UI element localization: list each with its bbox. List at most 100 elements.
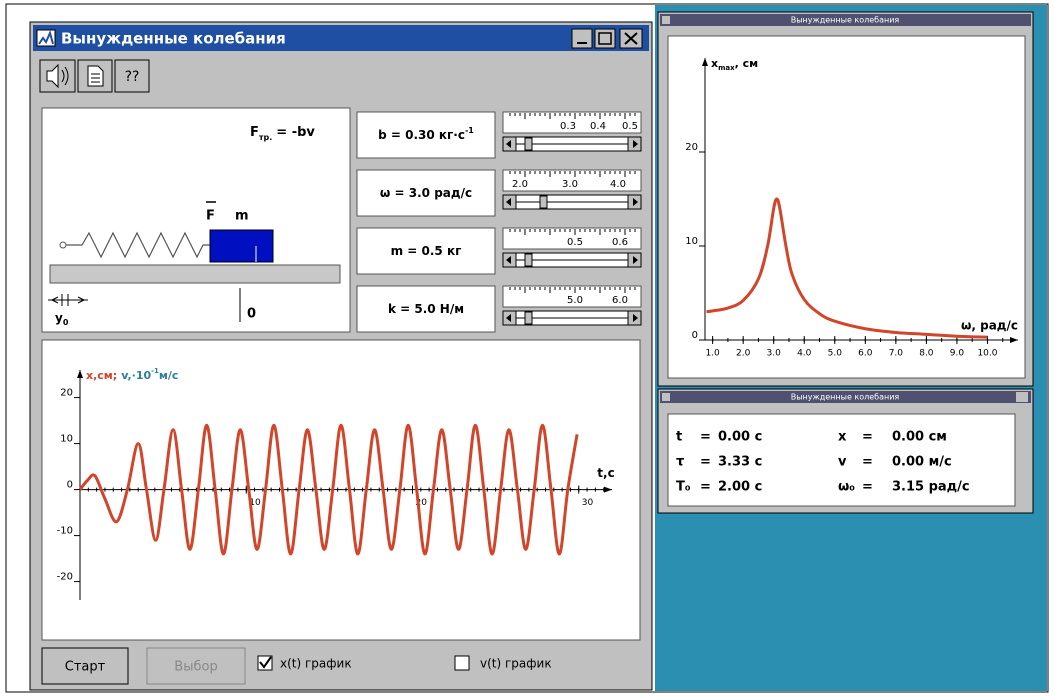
info-title-bar [660,391,1031,403]
info-menu-button[interactable] [1016,392,1028,402]
arrow-left [506,314,511,322]
scale-label: 0.5 [622,121,638,132]
info-cell: = [700,480,711,495]
friction-eq: = -bv [276,125,315,140]
scale-label: 0.4 [590,121,606,132]
system-menu[interactable] [662,393,670,401]
y-tick-label: 0 [67,480,73,491]
app-icon-graph [38,30,54,45]
param-label: k = 5.0 Н/м [388,302,464,316]
friction-symbol: F [250,125,259,140]
sound-waves [61,66,69,86]
y2-label-unit: м/с [159,369,179,382]
y-axis-label: xmax, см [711,57,758,72]
info-panel [667,413,1016,507]
close-glyph [624,32,638,45]
scale-box [502,169,642,192]
y-tick-label: -10 [57,526,73,537]
mass-block [209,229,274,263]
info-cell: 3.33 с [718,455,762,470]
start-button[interactable] [41,647,129,685]
arrow-left [506,256,511,264]
x-tick-label: 1.0 [705,349,720,359]
scale-label: 0.3 [560,121,576,132]
param-text: k = 5.0 Н/м [388,302,464,316]
y-tick-label: 10 [685,236,698,247]
y-arrow [77,370,83,378]
param-label: ω = 3.0 рад/с [380,186,472,200]
y0-label: y0 [55,311,69,327]
info-cell: T₀ [676,480,691,495]
param-text: m = 0.5 кг [391,244,462,258]
param-box [356,285,496,333]
scale-label: 4.0 [610,179,626,190]
info-cell: t [676,430,682,445]
resonance-chart: 1.0 2.0 3.0 4.0 5.0 6.0 7.0 8.0 9.0 10.0 0 10 20 xmax… [685,57,1018,359]
y0-sub: 0 [63,318,69,327]
friction-sub: тр. [259,133,272,142]
system-menu[interactable] [662,16,670,24]
start-label: Старт [65,660,106,675]
x-tick-label: 9.0 [950,349,965,359]
help-label: ?? [125,69,140,85]
param-box [356,169,496,217]
info-title: Вынужденные колебания [791,393,900,402]
scale-box [502,285,642,308]
y-tick-label: 10 [60,434,73,445]
resonance-plot [667,35,1026,379]
scale-label: 0.6 [612,237,628,248]
data-line [706,197,988,339]
y-tick-label: 0 [692,330,698,341]
info-cell: 0.00 см [892,430,947,445]
scale-label: 0.5 [567,237,583,248]
v-check-label: v(t) график [480,657,552,671]
info-cell: v [838,455,847,470]
resonance-title-bar [660,14,1031,26]
info-table: t = 0.00 с x = 0.00 см τ = 3.33 с v = 0.00 м/с T₀ = 2.… [676,430,970,495]
info-cell: τ [676,455,684,470]
spring-anchor [59,241,67,249]
x-arrow [604,486,612,493]
info-cell: x [838,430,847,445]
slider-thumb[interactable] [524,311,533,325]
info-cell: = [862,480,873,495]
y-tick-label: 20 [60,388,73,399]
doc-icon [87,65,104,87]
param-label: b = 0.30 кг·с-1 [378,126,474,142]
maximize-glyph [598,32,612,45]
x-check-mark [259,656,272,669]
info-cell: 0.00 с [718,430,762,445]
param-box [356,227,496,275]
x-t-chart: 10 20 30 -20 -10 0 10 20 x,см; v,·10-1м/с t,с [57,367,615,600]
slider-thumb[interactable] [524,137,533,151]
x-tick-label: 10 [249,498,261,508]
info-cell: = [862,455,873,470]
resonance-title: Вынужденные колебания [791,16,900,25]
x-tick-label: 7.0 [889,349,904,359]
scale-label: 2.0 [512,179,528,190]
arrow-right [633,256,638,264]
slider-thumb[interactable] [524,253,533,267]
x-tick-label: 4.0 [797,349,812,359]
help-button[interactable] [114,59,150,93]
arrow-right [633,198,638,206]
mechanics-panel [41,107,351,333]
friction-formula: Fтр. = -bv [250,125,315,142]
minimize-button[interactable] [571,28,593,49]
param-text: b = 0.30 кг·с [378,128,465,142]
scale-label: 5.0 [567,295,583,306]
origin-label: 0 [247,307,256,322]
y-label: x,см; [86,369,117,382]
select-label: Выбор [174,660,217,675]
slider-thumb[interactable] [539,195,548,209]
info-cell: = [862,430,873,445]
info-cell: ω₀ [838,480,855,495]
param-text: ω = 3.0 рад/с [380,186,472,200]
y-tick-label: 20 [685,142,698,153]
scale-label: 3.0 [562,179,578,190]
maximize-button[interactable] [594,28,616,49]
v-checkbox[interactable] [454,655,470,671]
select-button[interactable] [146,647,246,685]
